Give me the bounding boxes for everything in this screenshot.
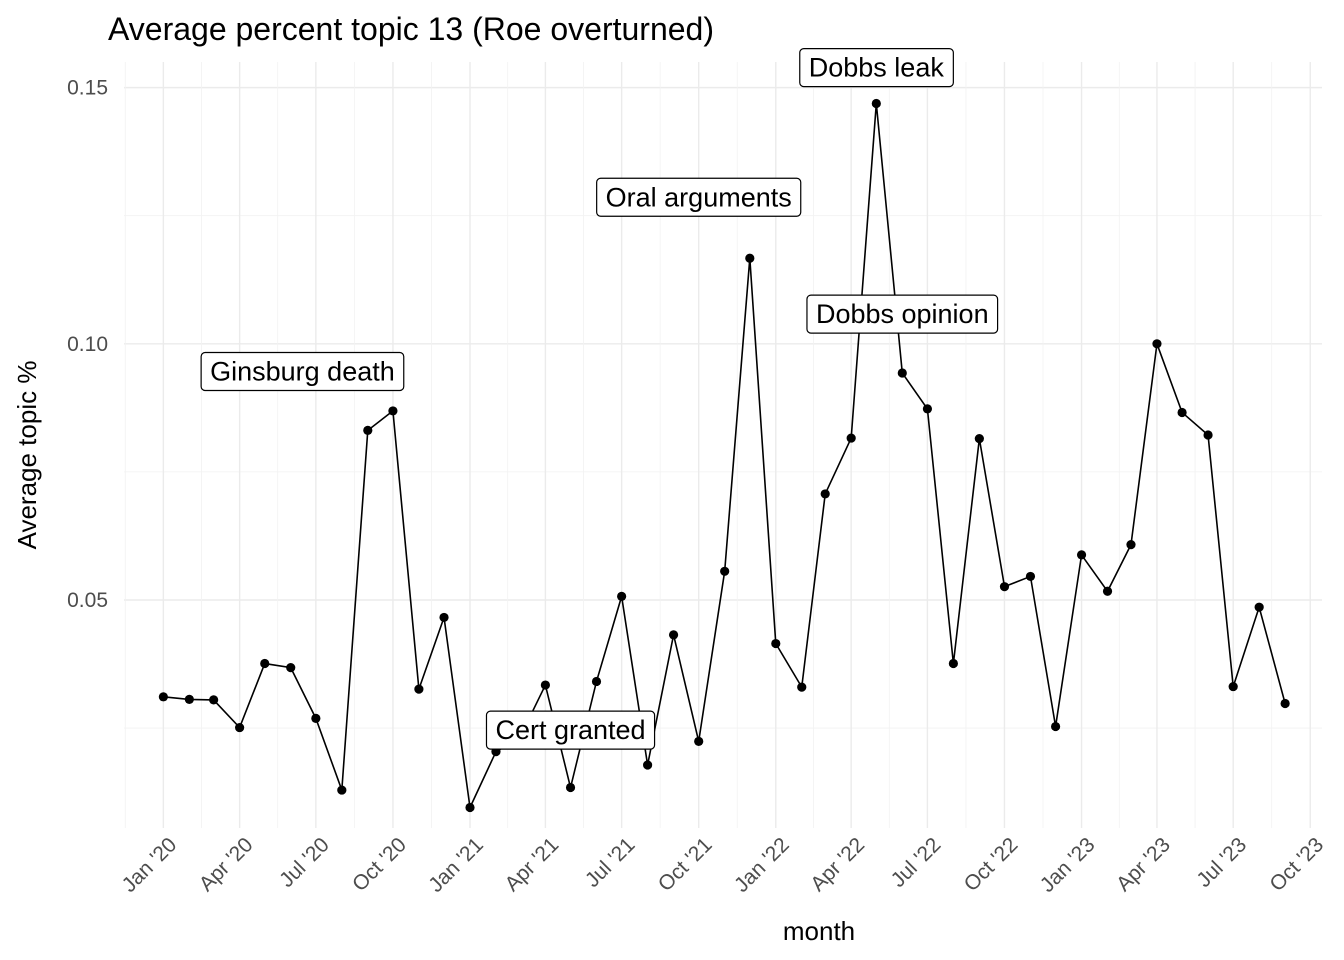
data-point — [1050, 721, 1061, 732]
data-point — [668, 630, 679, 640]
data-point — [591, 676, 602, 687]
y-tick-label: 0.15 — [67, 77, 108, 100]
x-tick-label: Jul '22 — [887, 833, 946, 892]
data-point — [820, 489, 830, 499]
data-point — [1254, 602, 1264, 612]
data-point — [1280, 698, 1290, 709]
x-tick-label: Jan '23 — [1036, 833, 1100, 897]
annotation-label: Dobbs leak — [799, 48, 954, 88]
annotation-label: Dobbs opinion — [806, 294, 999, 334]
annotation-text: Dobbs leak — [809, 53, 945, 83]
x-tick-label: Jan '21 — [424, 833, 488, 897]
data-point — [235, 722, 245, 733]
data-point — [846, 433, 856, 443]
x-tick-label: Oct '23 — [1265, 833, 1328, 896]
data-point — [388, 406, 398, 416]
annotation-box — [596, 177, 802, 217]
data-point — [871, 98, 881, 109]
annotation-box — [485, 710, 656, 750]
x-tick-label: Apr '21 — [501, 833, 564, 896]
data-point — [1228, 681, 1238, 692]
x-axis-ticks: Jan '20 Apr '20 Jul '20 Oct '20 Jan '21 Apr '… — [118, 833, 1329, 897]
data-point — [158, 692, 168, 702]
data-point — [414, 684, 424, 694]
chart-title: Average percent topic 13 (Roe overturned… — [108, 11, 714, 47]
x-tick-label: Apr '20 — [195, 833, 258, 896]
x-tick-label: Apr '22 — [806, 833, 869, 896]
annotation-label: Oral arguments — [596, 177, 802, 217]
x-tick-label: Oct '22 — [960, 833, 1023, 896]
annotation-label: Cert granted — [485, 710, 656, 750]
data-point — [797, 682, 807, 692]
data-point — [720, 566, 730, 576]
x-tick-label: Jul '21 — [581, 833, 640, 892]
data-point — [771, 638, 781, 649]
y-tick-label: 0.05 — [67, 589, 108, 612]
y-axis-ticks: 0.05 0.10 0.15 — [67, 77, 108, 612]
data-point — [643, 760, 653, 770]
data-point — [1177, 407, 1187, 418]
data-point — [209, 695, 219, 705]
data-point — [540, 680, 550, 690]
data-point — [948, 658, 958, 669]
annotation-text: Dobbs opinion — [816, 299, 989, 329]
data-point — [1076, 550, 1087, 560]
data-point — [897, 368, 907, 378]
grid — [124, 62, 1322, 828]
data-point — [311, 713, 321, 723]
data-point — [565, 782, 576, 793]
annotation-text: Oral arguments — [606, 182, 792, 212]
series-group — [158, 98, 1290, 813]
x-tick-label: Oct '20 — [348, 833, 411, 896]
y-axis-title: Average topic % — [12, 361, 42, 550]
x-tick-label: Oct '21 — [654, 833, 717, 896]
annotation-text: Cert granted — [495, 715, 645, 745]
data-point — [617, 591, 627, 602]
annotation-box — [799, 48, 954, 88]
data-point — [439, 612, 449, 623]
data-point — [745, 253, 755, 263]
x-tick-label: Jan '22 — [730, 833, 794, 897]
data-point — [465, 802, 475, 813]
x-tick-label: Jul '23 — [1192, 833, 1251, 892]
data-point — [1203, 430, 1213, 440]
annotation-text: Ginsburg death — [210, 356, 395, 386]
data-point — [694, 736, 704, 747]
annotation-label: Ginsburg death — [200, 351, 405, 392]
data-point — [974, 433, 984, 444]
annotation-box — [200, 351, 405, 392]
data-point — [1025, 571, 1036, 582]
data-point — [363, 425, 373, 435]
data-point — [337, 785, 347, 795]
data-point — [922, 404, 933, 414]
x-tick-label: Apr '23 — [1112, 833, 1175, 896]
x-axis-title: month — [783, 916, 855, 946]
data-point — [999, 582, 1010, 592]
annotation-box — [806, 294, 999, 334]
data-point — [1102, 586, 1113, 596]
annotations: Ginsburg death Cert granted Oral arguments… — [200, 48, 999, 750]
x-tick-label: Jul '20 — [275, 833, 334, 892]
x-tick-label: Jan '20 — [118, 833, 182, 897]
data-point — [1152, 339, 1162, 349]
y-tick-label: 0.10 — [67, 333, 108, 356]
data-point — [1126, 540, 1136, 550]
data-point — [184, 694, 194, 704]
data-point — [260, 658, 270, 669]
data-point — [286, 663, 296, 673]
